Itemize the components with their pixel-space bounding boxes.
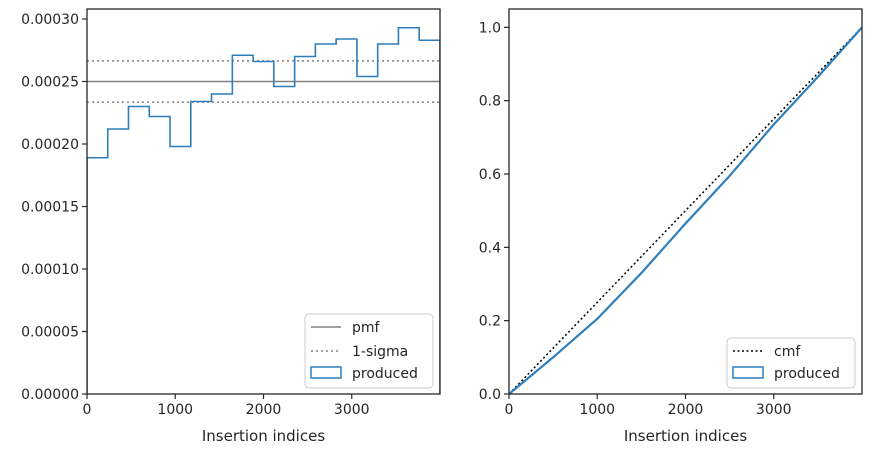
y-tick-label: 0.00000 <box>21 387 79 403</box>
x-tick-label: 2000 <box>668 402 704 418</box>
y-tick-label: 0.00030 <box>21 12 79 28</box>
legend-sigma-label: 1-sigma <box>352 344 408 360</box>
y-tick-label: 0.8 <box>479 94 501 110</box>
x-tick-label: 2000 <box>246 402 282 418</box>
plot-frame <box>508 8 863 395</box>
produced-histogram-step <box>87 26 440 394</box>
x-tick-label: 0 <box>83 402 92 418</box>
y-tick-label: 0.4 <box>479 240 501 256</box>
cmf-line <box>509 26 862 394</box>
y-tick-label: 0.00025 <box>21 75 79 91</box>
legend-box <box>726 337 856 389</box>
legend-produced-label: produced <box>774 366 840 382</box>
y-tick-label: 0.6 <box>479 167 501 183</box>
plot-area <box>87 26 440 394</box>
y-tick-label: 1.0 <box>479 20 501 36</box>
y-tick-label: 0.0 <box>479 387 501 403</box>
produced-cumulative-line <box>509 26 862 394</box>
legend-box <box>304 313 434 389</box>
y-tick-label: 0.00010 <box>21 262 79 278</box>
y-tick-label: 0.2 <box>479 314 501 330</box>
y-tick-label: 0.00005 <box>21 325 79 341</box>
y-tick-label: 0.00015 <box>21 200 79 216</box>
left-histogram-chart: 0 1000 2000 3000 0.00000 0.00005 0.00010 0.0001… <box>21 8 441 445</box>
x-tick-label: 0 <box>505 402 514 418</box>
x-tick-label: 1000 <box>579 402 615 418</box>
x-axis-label: Insertion indices <box>202 427 325 445</box>
legend-produced-swatch <box>732 366 764 379</box>
legend-cmf-label: cmf <box>774 344 801 360</box>
legend: cmf produced <box>726 337 856 389</box>
x-axis-label: Insertion indices <box>624 427 747 445</box>
x-tick-label: 3000 <box>756 402 792 418</box>
x-tick-label: 1000 <box>157 402 193 418</box>
legend-produced-swatch <box>310 366 342 379</box>
legend-produced-label: produced <box>352 366 418 382</box>
plot-area <box>509 26 862 394</box>
legend: pmf 1-sigma produced <box>304 313 434 389</box>
plot-frame <box>86 8 441 395</box>
right-cumulative-chart: 0 1000 2000 3000 0.0 0.2 0.4 0.6 0.8 1.0 Insertion… <box>479 8 863 445</box>
legend-pmf-label: pmf <box>352 320 381 336</box>
x-tick-label: 3000 <box>334 402 370 418</box>
y-tick-label: 0.00020 <box>21 137 79 153</box>
